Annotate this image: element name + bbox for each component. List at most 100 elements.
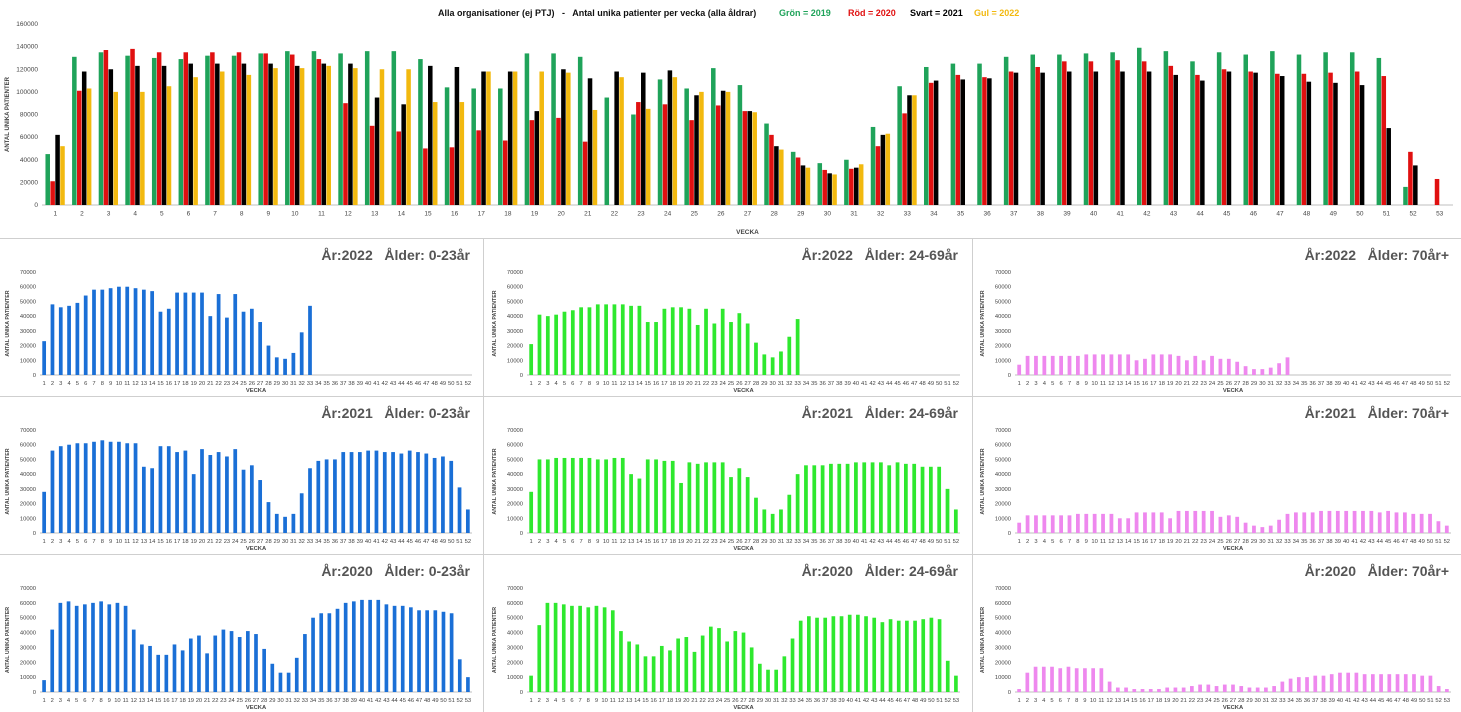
x-tick-label: 2 <box>80 211 84 218</box>
x-tick-label: 9 <box>1085 381 1088 387</box>
x-tick-label: 43 <box>871 698 877 704</box>
x-tick-label: 24 <box>1205 698 1212 704</box>
x-tick-label: 13 <box>1115 698 1121 704</box>
x-tick-label: 39 <box>1328 698 1334 704</box>
y-tick-label: 0 <box>520 531 523 537</box>
y-tick-label: 30000 <box>995 329 1011 335</box>
bar <box>133 443 138 533</box>
bar <box>1333 82 1338 205</box>
bar <box>135 65 140 205</box>
bar <box>888 619 893 692</box>
x-tick-label: 37 <box>340 539 346 545</box>
bar <box>635 644 640 692</box>
bar <box>800 165 806 205</box>
bar <box>1218 516 1223 533</box>
bar <box>200 449 204 533</box>
y-tick-label: 30000 <box>507 645 523 651</box>
bar <box>790 151 796 205</box>
x-tick-label: 29 <box>761 381 767 387</box>
y-tick-label: 0 <box>33 690 36 696</box>
x-tick-label: 46 <box>415 539 421 545</box>
bar <box>937 466 942 533</box>
bar <box>1306 81 1312 205</box>
x-tick-label: 16 <box>653 539 659 545</box>
x-tick-label: 2 <box>1026 698 1029 704</box>
x-tick-label: 11 <box>1100 539 1106 545</box>
bar <box>614 71 619 205</box>
x-tick-label: 22 <box>699 698 705 704</box>
bar <box>1395 674 1400 692</box>
x-tick-label: 33 <box>1284 539 1290 545</box>
x-tick-label: 6 <box>187 211 191 218</box>
bar <box>321 63 327 205</box>
x-tick-label: 20 <box>199 539 205 545</box>
bar <box>58 446 63 533</box>
x-tick-label: 44 <box>879 698 886 704</box>
x-tick-label: 48 <box>912 698 918 704</box>
bar <box>225 456 229 533</box>
x-tick-label: 51 <box>1383 211 1391 218</box>
bar <box>117 441 121 533</box>
bar <box>798 620 803 692</box>
bar <box>283 358 287 375</box>
y-tick-label: 40000 <box>995 631 1011 637</box>
bar <box>1428 513 1432 533</box>
bar <box>636 102 641 205</box>
bar <box>1168 354 1173 375</box>
x-axis-label: VECKA <box>1223 546 1244 552</box>
x-tick-label: 15 <box>642 698 648 704</box>
bar <box>566 72 571 205</box>
x-tick-label: 21 <box>204 698 210 704</box>
x-axis-label: VECKA <box>246 546 267 552</box>
x-tick-label: 43 <box>878 539 884 545</box>
x-tick-label: 36 <box>819 381 825 387</box>
bar <box>582 141 588 205</box>
x-tick-label: 41 <box>1351 539 1357 545</box>
bar <box>1221 69 1227 205</box>
x-tick-label: 14 <box>1125 381 1132 387</box>
bar <box>1280 681 1285 692</box>
bar <box>604 97 610 205</box>
x-tick-label: 30 <box>1259 381 1265 387</box>
bar <box>896 620 901 692</box>
x-tick-label: 44 <box>886 381 893 387</box>
x-tick-label: 7 <box>1068 381 1071 387</box>
x-tick-label: 52 <box>953 381 959 387</box>
bar <box>1003 56 1009 206</box>
x-tick-label: 12 <box>618 698 624 704</box>
bar <box>627 641 631 692</box>
bar <box>570 310 575 375</box>
bar <box>1434 178 1440 205</box>
x-tick-label: 36 <box>1309 539 1315 545</box>
bar <box>193 77 198 205</box>
bar <box>1034 515 1038 533</box>
bar <box>357 452 362 533</box>
x-tick-label: 52 <box>1409 211 1417 218</box>
x-tick-label: 32 <box>1271 698 1277 704</box>
bar <box>905 620 909 692</box>
x-tick-label: 9 <box>266 211 270 218</box>
x-tick-label: 24 <box>719 539 726 545</box>
bar <box>620 457 625 533</box>
x-tick-label: 24 <box>228 698 235 704</box>
bar <box>570 457 575 533</box>
bar <box>831 616 836 692</box>
x-tick-label: 45 <box>1378 698 1384 704</box>
legend-item: Grön = 2019 <box>779 8 831 18</box>
x-tick-label: 46 <box>415 381 421 387</box>
bar <box>366 450 371 533</box>
x-tick-label: 43 <box>390 381 396 387</box>
x-tick-label: 52 <box>945 698 951 704</box>
bar <box>742 111 748 205</box>
y-tick-label: 10000 <box>20 358 36 364</box>
x-tick-label: 41 <box>373 539 379 545</box>
bar <box>929 617 934 692</box>
x-tick-label: 8 <box>101 381 104 387</box>
x-tick-label: 47 <box>423 381 429 387</box>
bar <box>141 289 146 375</box>
x-tick-label: 5 <box>75 698 78 704</box>
bar <box>1301 73 1307 206</box>
y-axis-label: ANTAL UNIKA PATIENTER <box>980 607 986 673</box>
bar <box>233 449 238 533</box>
